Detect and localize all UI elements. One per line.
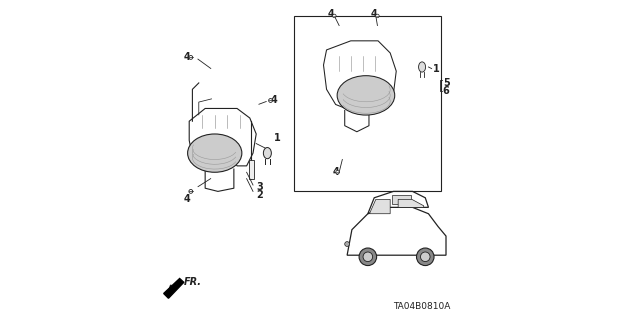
Ellipse shape (419, 62, 426, 72)
Ellipse shape (189, 189, 193, 193)
Ellipse shape (345, 242, 349, 247)
Ellipse shape (189, 56, 193, 59)
Text: 4: 4 (328, 9, 335, 19)
Text: 4: 4 (183, 194, 190, 204)
Text: 3: 3 (256, 182, 263, 192)
Bar (392, 195, 411, 204)
Ellipse shape (336, 170, 339, 174)
Ellipse shape (188, 134, 242, 172)
Ellipse shape (376, 14, 379, 18)
Ellipse shape (269, 99, 273, 102)
Ellipse shape (420, 252, 430, 262)
Text: 6: 6 (443, 86, 449, 96)
Text: 4: 4 (371, 9, 378, 19)
Text: 4: 4 (333, 167, 339, 177)
Polygon shape (164, 278, 184, 298)
Ellipse shape (333, 14, 336, 18)
Text: 2: 2 (256, 190, 263, 200)
Bar (294, 16, 441, 191)
Ellipse shape (417, 248, 434, 265)
Text: TA04B0810A: TA04B0810A (394, 302, 451, 311)
Text: 1: 1 (433, 63, 440, 74)
Text: FR.: FR. (184, 277, 202, 287)
Text: 1: 1 (274, 133, 280, 143)
Polygon shape (347, 207, 446, 255)
Ellipse shape (363, 252, 372, 262)
Bar (249, 160, 254, 179)
Polygon shape (398, 199, 424, 207)
Polygon shape (368, 191, 428, 214)
Ellipse shape (264, 147, 271, 159)
Text: 5: 5 (443, 78, 449, 88)
Ellipse shape (359, 248, 376, 265)
Polygon shape (369, 199, 390, 214)
Text: 4: 4 (270, 95, 277, 106)
Ellipse shape (337, 76, 395, 115)
Text: 4: 4 (183, 52, 190, 63)
